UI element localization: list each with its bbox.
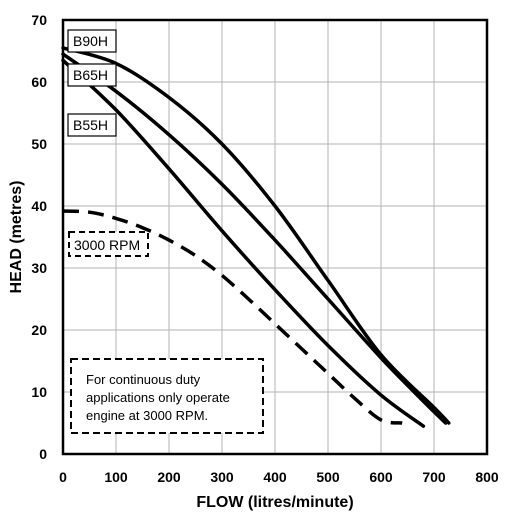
curve-label-box: [68, 231, 149, 257]
curve-label-box: [67, 63, 117, 87]
plot-frame: [61, 18, 489, 456]
grid-layer: [63, 20, 487, 454]
y-tick-label: 70: [31, 12, 47, 28]
curve-label-text: 3000 RPM: [74, 237, 140, 253]
series-line-b65h: [61, 52, 448, 425]
curve-label-text: B65H: [73, 67, 108, 83]
x-tick-label: 300: [210, 469, 234, 485]
x-tick-label: 0: [59, 469, 67, 485]
series-line-b55h: [61, 58, 426, 428]
curve-layer: [61, 46, 451, 428]
y-tick-label: 10: [31, 384, 47, 400]
curve-label-box: [67, 113, 117, 137]
x-tick-label: 200: [157, 469, 181, 485]
x-tick-label: 700: [422, 469, 446, 485]
note-frame: [70, 358, 264, 434]
y-tick-label: 40: [31, 198, 47, 214]
note-box: For continuous duty applications only ope…: [70, 358, 264, 434]
series-line-b90h: [61, 46, 451, 425]
curve-label-b90h: B90H: [67, 29, 117, 53]
note-line: For continuous duty: [86, 372, 201, 387]
x-tick-label: 100: [104, 469, 128, 485]
curve-label-text: B90H: [73, 33, 108, 49]
x-tick-label: 500: [316, 469, 340, 485]
x-tick-label: 600: [369, 469, 393, 485]
curve-label-b65h: B65H: [67, 63, 117, 87]
y-axis-title: HEAD (metres): [8, 181, 25, 294]
curve-label-box: [67, 29, 117, 53]
note-line: applications only operate: [86, 390, 230, 405]
series-line-3000-rpm: [62, 209, 403, 425]
y-tick-label: 20: [31, 322, 47, 338]
note-line: engine at 3000 RPM.: [86, 408, 208, 423]
y-tick-label: 30: [31, 260, 47, 276]
label-layer: B90H B65H B55H 3000 RPM For continuous duty a…: [67, 29, 264, 434]
y-tick-label: 60: [31, 74, 47, 90]
x-tick-label: 800: [475, 469, 499, 485]
x-axis-title: FLOW (litres/minute): [196, 494, 353, 511]
x-tick-label: 400: [263, 469, 287, 485]
curve-label-text: B55H: [73, 117, 108, 133]
tick-layer: 0 100 200 300 400 500 600 700 800 0 10 20 30 40 50 60 70: [31, 12, 498, 485]
curve-label-3000-rpm: 3000 RPM: [68, 231, 149, 257]
y-tick-label: 0: [39, 446, 47, 462]
y-tick-label: 50: [31, 136, 47, 152]
curve-label-b55h: B55H: [67, 113, 117, 137]
